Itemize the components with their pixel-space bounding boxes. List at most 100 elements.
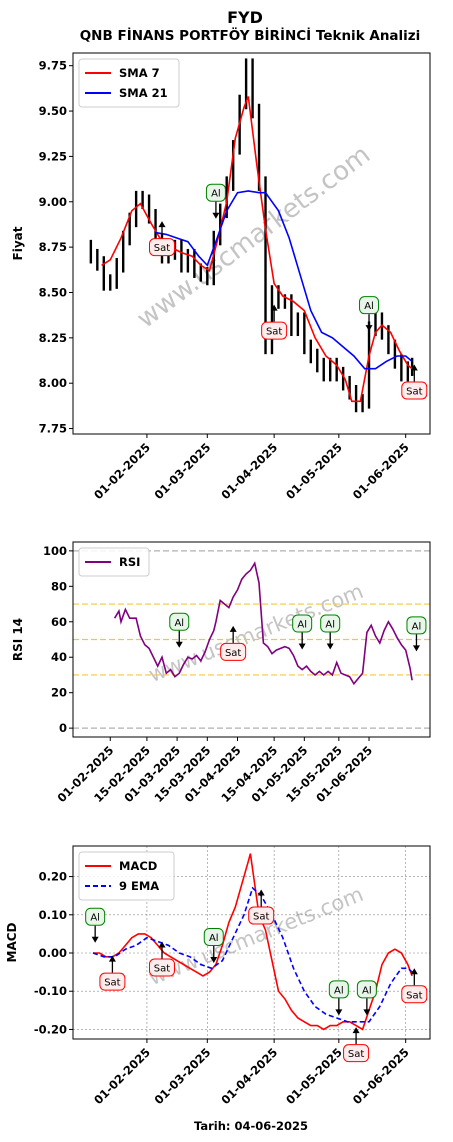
price-bar — [264, 176, 267, 355]
price-bar — [212, 230, 215, 286]
x-tick-label: 01-04-2025 — [218, 1045, 280, 1107]
signal-arrowhead — [410, 364, 418, 371]
signal-box — [401, 985, 428, 1004]
x-tick-label: 01-06-2025 — [350, 440, 412, 502]
price-bar — [329, 357, 332, 382]
signal-arrowhead — [412, 645, 420, 652]
price-bar — [89, 239, 93, 264]
signal-label: Al — [362, 985, 372, 996]
price-bar — [367, 321, 371, 409]
signal-box — [292, 614, 313, 633]
price-bar — [193, 248, 196, 278]
axes-frame — [72, 541, 431, 738]
price-panel: www.uscmarkets.comSatAlSatAlSat7.758.008… — [11, 52, 431, 502]
signal-arrowhead — [108, 955, 116, 962]
price-bar — [109, 274, 112, 291]
sell-signal: Sat — [99, 955, 126, 991]
signal-arrowhead — [298, 643, 306, 650]
price-bar — [322, 357, 325, 382]
signal-box — [406, 616, 427, 635]
signal-label: Sat — [348, 1049, 364, 1060]
y-tick-label: 40 — [51, 650, 67, 664]
price-bar — [316, 348, 319, 373]
signal-arrowhead — [229, 625, 237, 632]
signal-label: Sat — [406, 990, 422, 1001]
signal-box — [320, 614, 341, 633]
figure-subtitle: QNB FİNANS PORTFÖY BİRİNCİ Teknik Analiz… — [80, 26, 421, 44]
buy-signal: Al — [356, 980, 377, 1016]
y-tick-label: 20 — [51, 686, 67, 700]
signal-box — [356, 980, 377, 999]
x-tick-label: 01-02-2025 — [91, 1045, 153, 1107]
price-bar — [244, 58, 248, 110]
series-line-macd — [93, 853, 413, 1031]
signal-arrowhead — [210, 956, 218, 963]
buy-signal: Al — [328, 980, 349, 1016]
price-bar — [361, 394, 364, 413]
price-bar — [296, 312, 300, 337]
price-bar — [354, 385, 358, 413]
date-footer: Tarih: 04-06-2025 — [194, 1119, 308, 1133]
x-tick-label: 01-05-2025 — [283, 440, 345, 502]
price-bar — [128, 212, 131, 246]
price-bar — [387, 325, 390, 355]
sell-signal: Sat — [401, 364, 428, 400]
price-bar — [231, 140, 235, 191]
sell-signal: Sat — [401, 968, 428, 1004]
y-tick-label: 60 — [51, 615, 67, 629]
sell-signal: Sat — [149, 221, 176, 257]
signal-label: Al — [412, 621, 422, 632]
signal-box — [149, 238, 176, 257]
buy-signal: Al — [205, 183, 226, 219]
signal-label: Al — [364, 301, 374, 312]
y-axis-label: MACD — [5, 922, 19, 962]
y-axis-label: Fiyat — [11, 226, 25, 260]
price-bar — [115, 258, 118, 289]
y-tick-label: -0.10 — [34, 984, 67, 998]
sell-signal: Sat — [149, 941, 176, 977]
signal-label: Al — [297, 620, 307, 631]
buy-signal: Al — [85, 907, 106, 943]
signal-arrowhead — [175, 641, 183, 648]
series-line-sma-21 — [155, 190, 413, 370]
y-tick-label: -0.20 — [34, 1022, 67, 1036]
sell-signal: Sat — [248, 889, 275, 925]
price-bar — [341, 366, 345, 391]
signal-label: Sat — [104, 978, 120, 989]
sell-signal: Sat — [220, 625, 247, 661]
buy-signal: Al — [320, 614, 341, 650]
signal-label: Al — [325, 620, 335, 631]
signal-box — [99, 972, 126, 991]
signal-box — [149, 958, 176, 977]
y-tick-label: 9.50 — [39, 104, 67, 118]
series-line-rsi — [113, 561, 413, 686]
plot-area: www.uscmarkets.com — [73, 550, 430, 729]
price-bar — [257, 103, 261, 191]
price-bar — [96, 248, 99, 271]
legend-label: RSI — [119, 555, 140, 569]
price-bar — [102, 256, 105, 291]
signal-arrowhead — [270, 304, 278, 311]
x-tick-label: 01-02-2025 — [91, 440, 153, 502]
signal-box — [205, 183, 226, 202]
signal-label: Sat — [253, 912, 269, 923]
signal-arrowhead — [91, 936, 99, 943]
y-tick-label: 0.20 — [39, 870, 67, 884]
legend-label: 9 EMA — [119, 879, 159, 893]
signal-arrowhead — [257, 889, 265, 896]
signal-arrowhead — [352, 1027, 360, 1034]
signal-arrowhead — [410, 968, 418, 975]
price-bar — [270, 285, 274, 355]
signal-label: Sat — [266, 327, 282, 338]
price-bar — [374, 312, 377, 337]
signal-arrowhead — [158, 221, 166, 228]
y-tick-label: 9.25 — [39, 149, 67, 163]
legend-box — [78, 547, 150, 577]
signal-box — [401, 381, 428, 400]
price-bar — [410, 357, 414, 376]
signal-arrowhead — [212, 212, 220, 219]
signal-box — [343, 1044, 370, 1063]
